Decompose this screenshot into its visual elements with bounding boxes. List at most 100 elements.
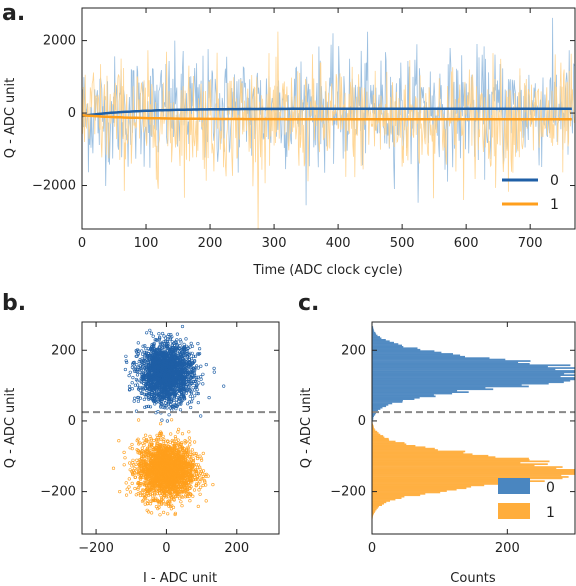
x-tick-label: 200 — [198, 236, 223, 251]
histogram-bar — [372, 351, 442, 354]
scatter-point — [189, 341, 193, 346]
scatter-point — [192, 488, 197, 492]
scatter-point — [203, 479, 207, 483]
scatter-point — [155, 433, 159, 437]
scatter-point — [157, 466, 161, 470]
panel-a-ylabel: Q - ADC unit — [3, 78, 18, 159]
histogram-bar — [372, 408, 381, 410]
scatter-point — [166, 353, 170, 357]
scatter-point — [145, 405, 149, 409]
histogram-bar — [372, 377, 575, 379]
scatter-point — [149, 376, 154, 381]
scatter-point — [193, 379, 197, 384]
scatter-point — [187, 430, 191, 434]
histogram-bar — [372, 388, 494, 391]
scatter-point — [170, 418, 174, 422]
histogram-bar — [372, 433, 381, 436]
scatter-point — [151, 334, 155, 338]
histogram-bar — [372, 449, 438, 451]
scatter-point — [149, 444, 153, 448]
scatter-point — [173, 435, 177, 439]
scatter-point — [151, 485, 155, 489]
scatter-point — [189, 382, 193, 386]
histogram-bar — [372, 339, 386, 341]
scatter-point — [156, 360, 160, 364]
scatter-point — [137, 367, 141, 371]
panel-b-frame — [81, 321, 280, 535]
scatter-point — [180, 473, 184, 477]
scatter-point — [188, 379, 192, 383]
scatter-point — [188, 462, 192, 466]
scatter-point — [184, 493, 188, 497]
scatter-point — [136, 451, 140, 455]
scatter-point — [194, 376, 199, 380]
scatter-point — [195, 383, 199, 387]
scatter-point — [148, 358, 152, 362]
scatter-point — [143, 496, 147, 500]
histogram-bar — [372, 381, 564, 384]
scatter-point — [148, 472, 152, 476]
scatter-point — [173, 448, 177, 453]
scatter-point — [111, 466, 116, 470]
scatter-point — [177, 427, 181, 431]
scatter-point — [155, 475, 159, 479]
scatter-point — [145, 486, 149, 491]
scatter-point — [139, 475, 143, 480]
scatter-point — [139, 391, 143, 396]
scatter-point — [189, 392, 194, 396]
scatter-point — [140, 380, 144, 384]
scatter-point — [160, 351, 164, 355]
scatter-point — [148, 328, 152, 332]
scatter-point — [198, 471, 202, 475]
scatter-point — [196, 463, 200, 467]
scatter-point — [184, 458, 188, 462]
scatter-point — [177, 396, 181, 400]
scatter-point — [155, 438, 159, 443]
scatter-point — [144, 463, 148, 468]
y-tick-label: −200 — [330, 485, 366, 500]
scatter-point — [148, 502, 153, 506]
scatter-point — [163, 349, 167, 353]
scatter-point — [136, 437, 140, 441]
scatter-point — [169, 432, 173, 436]
scatter-point — [204, 474, 208, 479]
scatter-point — [143, 483, 147, 487]
scatter-point — [198, 492, 202, 496]
scatter-point — [166, 376, 171, 380]
scatter-point — [160, 346, 164, 350]
scatter-point — [174, 364, 178, 368]
scatter-point — [175, 401, 179, 405]
scatter-point — [172, 444, 176, 448]
scatter-point — [178, 455, 182, 459]
scatter-point — [133, 367, 138, 371]
histogram-bar — [372, 418, 374, 420]
scatter-point — [144, 392, 148, 396]
scatter-point — [163, 398, 167, 402]
scatter-point — [146, 387, 150, 391]
panel-b-xlabel: I - ADC unit — [143, 571, 217, 586]
scatter-point — [138, 483, 142, 488]
scatter-point — [175, 470, 179, 474]
x-tick-label: 200 — [495, 541, 520, 556]
histogram-bar — [372, 445, 416, 447]
scatter-point — [155, 451, 159, 455]
histogram-bar — [372, 379, 571, 382]
scatter-point — [201, 451, 205, 456]
scatter-point — [194, 463, 198, 467]
scatter-point — [163, 445, 167, 449]
scatter-point — [153, 363, 158, 368]
scatter-point — [186, 490, 190, 494]
scatter-point — [193, 388, 197, 392]
scatter-point — [154, 470, 158, 474]
legend-label-0: 0 — [550, 173, 559, 189]
scatter-point — [189, 492, 193, 496]
scatter-point — [133, 383, 137, 387]
scatter-point — [167, 332, 171, 337]
scatter-point — [146, 371, 151, 375]
scatter-point — [163, 379, 168, 383]
histogram-bar — [372, 429, 376, 432]
scatter-point — [142, 354, 147, 358]
scatter-point — [174, 472, 178, 476]
histogram-bar — [372, 343, 399, 345]
scatter-point — [187, 475, 191, 479]
